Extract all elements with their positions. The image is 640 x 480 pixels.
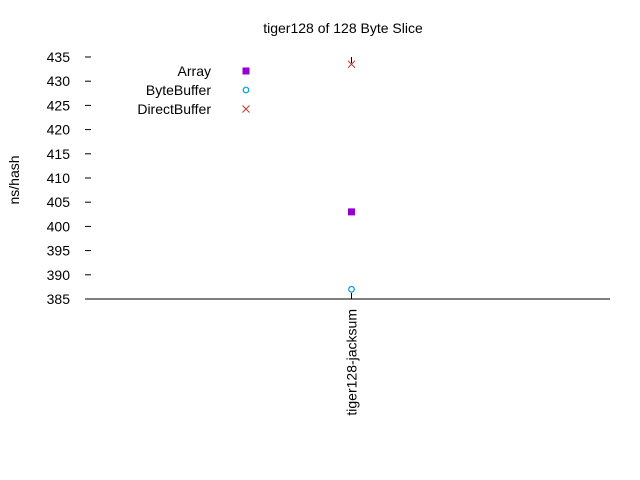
data-point-bytebuffer — [348, 285, 355, 293]
y-tick-label: 430 — [47, 73, 71, 89]
legend-label: ByteBuffer — [146, 82, 211, 98]
legend-label: Array — [178, 63, 211, 79]
legend-marker-bytebuffer — [242, 86, 250, 94]
y-tick-label: 410 — [47, 170, 71, 186]
y-tick-label: 400 — [47, 218, 71, 234]
y-tick-label: 420 — [47, 122, 71, 138]
y-tick-label: 390 — [47, 267, 71, 283]
y-tick-label: 435 — [47, 49, 71, 65]
chart-title: tiger128 of 128 Byte Slice — [263, 20, 423, 36]
legend-marker-array — [242, 67, 250, 75]
y-tick-label: 415 — [47, 146, 71, 162]
y-tick-label: 385 — [47, 291, 71, 307]
y-axis: 385 390 395 400 405 410 415 420 425 430 435 — [47, 49, 91, 307]
plot-area — [347, 60, 356, 293]
x-axis: tiger128-jacksum — [344, 57, 360, 416]
legend-marker-directbuffer — [242, 105, 250, 113]
y-tick-label: 405 — [47, 194, 71, 210]
data-point-array — [348, 208, 355, 216]
y-tick-label: 425 — [47, 97, 71, 113]
legend-label: DirectBuffer — [137, 101, 211, 117]
legend: Array ByteBuffer DirectBuffer — [137, 63, 250, 117]
data-point-directbuffer — [347, 60, 356, 69]
y-axis-label: ns/hash — [6, 155, 22, 204]
x-tick-label: tiger128-jacksum — [344, 309, 360, 416]
y-tick-label: 395 — [47, 243, 71, 259]
